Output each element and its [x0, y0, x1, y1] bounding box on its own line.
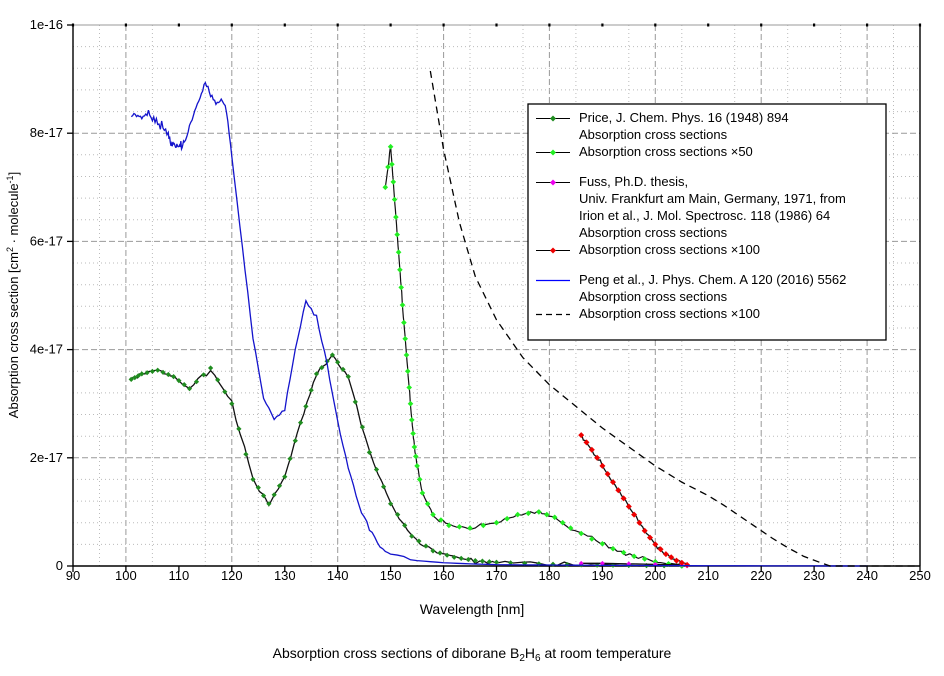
svg-text:180: 180	[539, 568, 561, 583]
svg-text:160: 160	[433, 568, 455, 583]
svg-text:Univ. Frankfurt am Main, Germa: Univ. Frankfurt am Main, Germany, 1971, …	[579, 191, 846, 206]
svg-text:200: 200	[644, 568, 666, 583]
svg-text:6e-17: 6e-17	[30, 233, 63, 248]
svg-text:90: 90	[66, 568, 80, 583]
svg-text:1e-16: 1e-16	[30, 17, 63, 32]
svg-text:Absorption cross sections: Absorption cross sections	[579, 225, 728, 240]
svg-text:Absorption cross sections: Absorption cross sections	[579, 289, 728, 304]
svg-text:Price, J. Chem. Phys. 16 (1948: Price, J. Chem. Phys. 16 (1948) 894	[579, 110, 789, 125]
svg-text:Absorption cross section [cm2: Absorption cross section [cm2 · molecule…	[5, 172, 21, 418]
svg-text:190: 190	[592, 568, 614, 583]
svg-text:2e-17: 2e-17	[30, 450, 63, 465]
svg-text:Fuss, Ph.D. thesis,: Fuss, Ph.D. thesis,	[579, 174, 688, 189]
svg-text:0: 0	[56, 558, 63, 573]
svg-text:130: 130	[274, 568, 296, 583]
svg-text:240: 240	[856, 568, 878, 583]
svg-text:Peng et al., J. Phys. Chem. A: Peng et al., J. Phys. Chem. A 120 (2016)…	[579, 272, 846, 287]
svg-text:120: 120	[221, 568, 243, 583]
svg-text:140: 140	[327, 568, 349, 583]
svg-text:210: 210	[697, 568, 719, 583]
svg-text:Absorption cross sections ×50: Absorption cross sections ×50	[579, 144, 753, 159]
svg-text:Absorption cross sections ×100: Absorption cross sections ×100	[579, 242, 760, 257]
svg-text:100: 100	[115, 568, 137, 583]
svg-text:8e-17: 8e-17	[30, 125, 63, 140]
svg-text:250: 250	[909, 568, 931, 583]
svg-text:150: 150	[380, 568, 402, 583]
svg-text:170: 170	[486, 568, 508, 583]
svg-text:Absorption cross sections: Absorption cross sections	[579, 127, 728, 142]
svg-text:Absorption cross sections ×100: Absorption cross sections ×100	[579, 306, 760, 321]
svg-text:Irion et al., J. Mol. Spectros: Irion et al., J. Mol. Spectrosc. 118 (19…	[579, 208, 830, 223]
svg-text:4e-17: 4e-17	[30, 342, 63, 357]
svg-text:220: 220	[750, 568, 772, 583]
svg-text:230: 230	[803, 568, 825, 583]
svg-text:110: 110	[169, 568, 190, 583]
